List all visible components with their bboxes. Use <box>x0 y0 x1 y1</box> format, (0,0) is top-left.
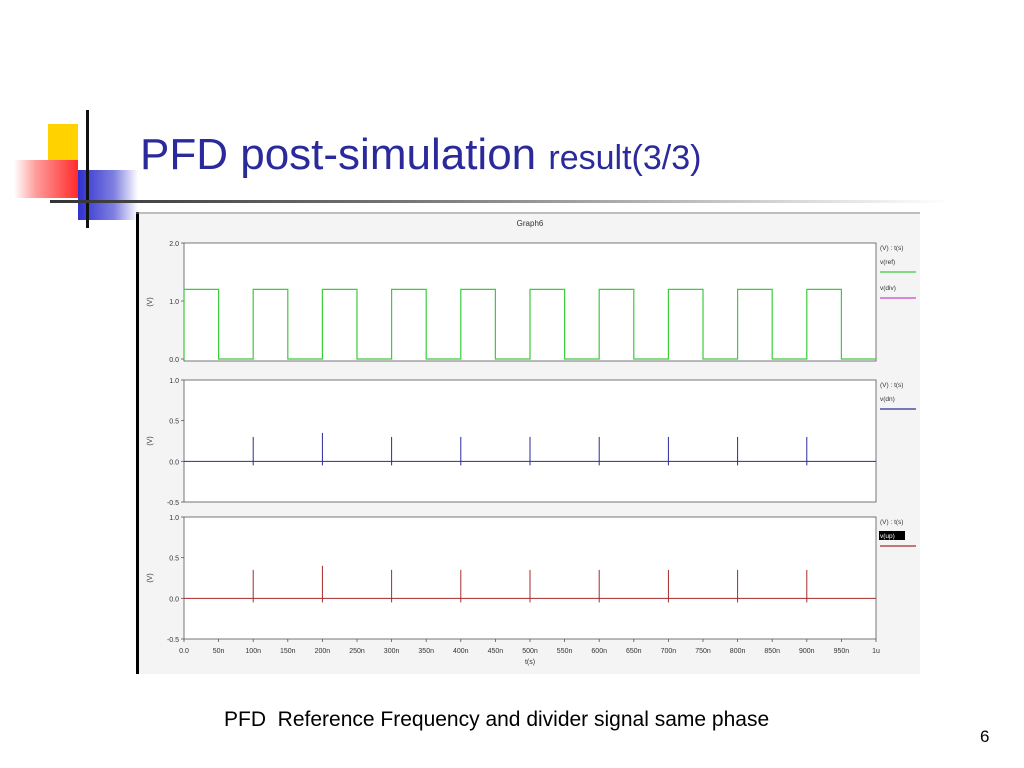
panel-2-legend-header: (V) : t(s) <box>880 382 903 389</box>
xtick-label-4: 200n <box>315 648 331 655</box>
xtick-label-7: 350n <box>418 648 434 655</box>
slide-title-suffix: result(3/3) <box>548 139 702 177</box>
panel-3-ytick-label-2: 0.0 <box>169 596 179 603</box>
slide-deco-yellow-square <box>48 124 78 164</box>
xtick-label-16: 800n <box>730 648 746 655</box>
xtick-label-3: 150n <box>280 648 296 655</box>
panel-1-ylabel: (V) <box>147 297 154 306</box>
slide-title: PFD post-simulation result(3/3) <box>140 128 701 185</box>
panel-1-ytick-label-1: 1.0 <box>169 299 179 306</box>
panel-3-ytick-label-1: 0.5 <box>169 556 179 563</box>
panel-1-legend-header: (V) : t(s) <box>880 245 903 252</box>
xtick-label-14: 700n <box>661 648 677 655</box>
x-axis-label: t(s) <box>525 659 535 666</box>
panel-2-ytick-label-1: 0.5 <box>169 419 179 426</box>
slide-deco-red-square <box>14 160 78 198</box>
xtick-label-5: 250n <box>349 648 365 655</box>
xtick-label-19: 950n <box>834 648 850 655</box>
xtick-label-20: 1u <box>872 648 880 655</box>
xtick-label-0: 0.0 <box>179 648 189 655</box>
panel-1-ytick-label-0: 2.0 <box>169 241 179 248</box>
panel-2-ytick-label-3: -0.5 <box>167 500 179 507</box>
xtick-label-15: 750n <box>695 648 711 655</box>
xtick-label-8: 400n <box>453 648 469 655</box>
slide-caption: PFD Reference Frequency and divider sign… <box>224 708 770 731</box>
xtick-label-11: 550n <box>557 648 573 655</box>
xtick-label-2: 100n <box>245 648 261 655</box>
xtick-label-1: 50n <box>213 648 225 655</box>
legend-highlight-vup <box>879 531 905 540</box>
xtick-label-12: 600n <box>591 648 607 655</box>
plot-left-border <box>136 212 139 674</box>
legend-label-vref: v(ref) <box>880 259 895 266</box>
panel-2-ytick-label-2: 0.0 <box>169 459 179 466</box>
xtick-label-6: 300n <box>384 648 400 655</box>
xtick-label-18: 900n <box>799 648 815 655</box>
simulation-plot: Graph6 2.0 1.0 0.0 (V) (V) : t(s) v(ref) v(div)… <box>136 212 920 674</box>
xtick-label-13: 650n <box>626 648 642 655</box>
slide-title-main: PFD post-simulation <box>140 130 537 179</box>
panel-2-ytick-label-0: 1.0 <box>169 378 179 385</box>
graph-title: Graph6 <box>517 219 544 228</box>
panel-3-legend-header: (V) : t(s) <box>880 519 903 526</box>
xtick-label-17: 850n <box>764 648 780 655</box>
xtick-label-9: 450n <box>488 648 504 655</box>
xtick-label-10: 500n <box>522 648 538 655</box>
chart-svg: Graph6 2.0 1.0 0.0 (V) (V) : t(s) v(ref) v(div)… <box>136 212 920 674</box>
panel-1-ytick-label-2: 0.0 <box>169 357 179 364</box>
series-vref-trace <box>183 288 876 360</box>
legend-label-vup: v(up) <box>880 533 895 540</box>
page-number: 6 <box>980 727 990 746</box>
legend-label-vdn: v(dn) <box>880 396 895 403</box>
legend-label-vdiv: v(div) <box>880 285 896 292</box>
slide-deco-vertical-line <box>86 110 89 228</box>
title-underline <box>50 200 950 203</box>
panel-3-ylabel: (V) <box>147 573 154 582</box>
panel-3-ytick-label-0: 1.0 <box>169 515 179 522</box>
panel-3-ytick-label-3: -0.5 <box>167 637 179 644</box>
panel-2-ylabel: (V) <box>147 436 154 445</box>
